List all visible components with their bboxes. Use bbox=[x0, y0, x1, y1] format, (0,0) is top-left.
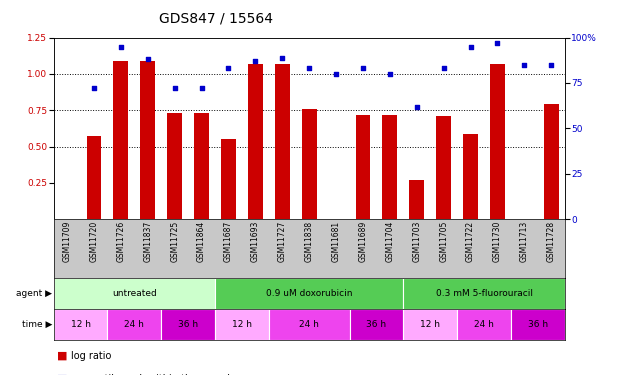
Bar bbox=[457, 309, 511, 340]
Text: 0.3 mM 5-fluorouracil: 0.3 mM 5-fluorouracil bbox=[435, 289, 533, 298]
Bar bbox=[54, 278, 215, 309]
Bar bbox=[107, 309, 162, 340]
Bar bbox=[167, 113, 182, 219]
Point bbox=[546, 62, 557, 68]
Text: log ratio: log ratio bbox=[71, 351, 111, 361]
Bar bbox=[275, 64, 290, 219]
Bar bbox=[410, 180, 424, 219]
Text: GSM11689: GSM11689 bbox=[358, 221, 367, 262]
Text: percentile rank within the sample: percentile rank within the sample bbox=[71, 374, 235, 375]
Text: GSM11838: GSM11838 bbox=[305, 221, 314, 262]
Text: 12 h: 12 h bbox=[232, 320, 252, 328]
Bar bbox=[140, 61, 155, 219]
Text: GSM11713: GSM11713 bbox=[520, 221, 529, 262]
Point bbox=[466, 44, 476, 50]
Text: GDS847 / 15564: GDS847 / 15564 bbox=[160, 11, 273, 25]
Text: 0.9 uM doxorubicin: 0.9 uM doxorubicin bbox=[266, 289, 353, 298]
Point bbox=[304, 65, 314, 71]
Bar bbox=[403, 309, 457, 340]
Text: GSM11720: GSM11720 bbox=[90, 221, 98, 262]
Point bbox=[519, 62, 529, 68]
Bar bbox=[382, 115, 398, 219]
Point bbox=[385, 71, 395, 77]
Bar bbox=[490, 64, 505, 219]
Bar bbox=[356, 115, 370, 219]
Text: GSM11687: GSM11687 bbox=[224, 221, 233, 262]
Bar bbox=[248, 64, 262, 219]
Text: 12 h: 12 h bbox=[420, 320, 440, 328]
Bar bbox=[463, 134, 478, 219]
Bar bbox=[350, 309, 403, 340]
Text: 36 h: 36 h bbox=[367, 320, 387, 328]
Point bbox=[89, 86, 99, 92]
Text: 24 h: 24 h bbox=[474, 320, 494, 328]
Text: GSM11693: GSM11693 bbox=[251, 221, 260, 262]
Bar bbox=[511, 309, 565, 340]
Bar bbox=[162, 309, 215, 340]
Point bbox=[223, 65, 233, 71]
Point bbox=[412, 104, 422, 110]
Point bbox=[277, 54, 287, 60]
Bar bbox=[269, 309, 350, 340]
Point bbox=[116, 44, 126, 50]
Bar bbox=[403, 278, 565, 309]
Text: 36 h: 36 h bbox=[528, 320, 548, 328]
Text: 24 h: 24 h bbox=[299, 320, 319, 328]
Point bbox=[358, 65, 368, 71]
Text: GSM11725: GSM11725 bbox=[170, 221, 179, 262]
Text: GSM11730: GSM11730 bbox=[493, 221, 502, 262]
Bar bbox=[215, 278, 403, 309]
Text: GSM11864: GSM11864 bbox=[197, 221, 206, 262]
Text: ■: ■ bbox=[57, 351, 68, 361]
Point bbox=[251, 58, 261, 64]
Text: untreated: untreated bbox=[112, 289, 156, 298]
Text: GSM11704: GSM11704 bbox=[386, 221, 394, 262]
Bar bbox=[114, 61, 128, 219]
Point bbox=[170, 86, 180, 92]
Text: time ▶: time ▶ bbox=[22, 320, 52, 328]
Text: GSM11705: GSM11705 bbox=[439, 221, 448, 262]
Point bbox=[439, 65, 449, 71]
Bar bbox=[544, 104, 558, 219]
Bar bbox=[221, 140, 236, 219]
Text: GSM11837: GSM11837 bbox=[143, 221, 152, 262]
Point bbox=[196, 86, 206, 92]
Bar bbox=[194, 113, 209, 219]
Text: agent ▶: agent ▶ bbox=[16, 289, 52, 298]
Bar bbox=[302, 109, 317, 219]
Point bbox=[331, 71, 341, 77]
Text: 36 h: 36 h bbox=[178, 320, 198, 328]
Text: 24 h: 24 h bbox=[124, 320, 144, 328]
Bar bbox=[436, 116, 451, 219]
Text: ■: ■ bbox=[57, 374, 68, 375]
Point bbox=[492, 40, 502, 46]
Text: 12 h: 12 h bbox=[71, 320, 90, 328]
Bar bbox=[86, 136, 102, 219]
Bar bbox=[215, 309, 269, 340]
Text: GSM11703: GSM11703 bbox=[412, 221, 422, 262]
Point bbox=[143, 56, 153, 62]
Bar bbox=[54, 309, 107, 340]
Text: GSM11709: GSM11709 bbox=[62, 221, 71, 262]
Text: GSM11726: GSM11726 bbox=[116, 221, 126, 262]
Text: GSM11727: GSM11727 bbox=[278, 221, 286, 262]
Text: GSM11728: GSM11728 bbox=[547, 221, 556, 262]
Text: GSM11681: GSM11681 bbox=[332, 221, 341, 262]
Text: GSM11722: GSM11722 bbox=[466, 221, 475, 262]
